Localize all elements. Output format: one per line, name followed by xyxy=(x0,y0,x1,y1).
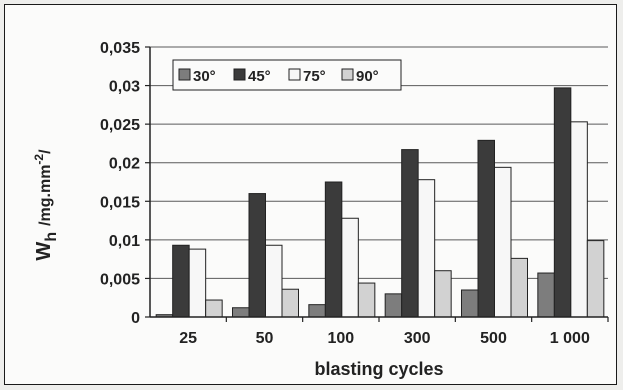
bar xyxy=(434,270,452,318)
bar xyxy=(417,179,436,318)
legend-label: 90° xyxy=(356,68,379,85)
y-tick-label: 0,005 xyxy=(100,271,140,288)
y-tick-label: 0 xyxy=(131,310,140,327)
bar-chart: 0 0,005 0,01 0,015 0,02 0,025 0,03 0,035 25 50 10… xyxy=(32,40,609,379)
legend-swatch xyxy=(233,68,246,81)
legend-label: 30° xyxy=(193,68,216,85)
bar xyxy=(477,139,495,318)
y-axis-title-sup: -2 xyxy=(32,154,46,165)
x-tick-label: 500 xyxy=(480,330,507,347)
bar xyxy=(188,248,207,318)
x-tick-label: 50 xyxy=(256,330,274,347)
legend-swatch xyxy=(178,68,191,81)
x-tick-label: 100 xyxy=(327,330,354,347)
y-axis-title-end: / xyxy=(37,149,54,154)
bar xyxy=(553,87,572,318)
legend-label: 75° xyxy=(303,68,326,85)
x-tick-label: 25 xyxy=(179,330,197,347)
x-tick-label: 300 xyxy=(404,330,431,347)
y-axis-title-main: W xyxy=(33,242,55,261)
bar xyxy=(205,299,223,318)
legend-swatch xyxy=(288,68,301,81)
legend-swatch xyxy=(341,68,354,81)
y-tick-label: 0,01 xyxy=(109,233,140,250)
bar xyxy=(586,240,605,318)
bar xyxy=(308,304,326,318)
y-tick-label: 0,025 xyxy=(100,117,140,134)
bar xyxy=(324,181,343,318)
bar xyxy=(232,307,250,318)
bar xyxy=(265,244,283,318)
y-axis-title-unit: /mg.mm xyxy=(37,165,54,226)
bar xyxy=(494,166,512,318)
y-tick-labels: 0 0,005 0,01 0,015 0,02 0,025 0,03 0,035 xyxy=(100,40,150,327)
bar xyxy=(384,293,403,318)
bar xyxy=(510,257,528,318)
bar xyxy=(461,289,479,318)
bar xyxy=(401,149,419,318)
y-tick-label: 0,02 xyxy=(109,156,140,173)
x-tick-labels: 25 50 100 300 500 1 000 xyxy=(179,317,609,347)
bar xyxy=(570,121,588,318)
bar xyxy=(537,272,555,318)
y-axis-title-sub: h xyxy=(43,232,60,242)
x-axis-title: blasting cycles xyxy=(314,359,443,379)
bar xyxy=(172,244,190,318)
bar xyxy=(341,217,359,318)
bars xyxy=(155,87,605,318)
bar xyxy=(281,288,299,318)
x-tick-label: 1 000 xyxy=(550,330,590,347)
bar xyxy=(357,282,376,318)
y-axis-title: Wh/mg.mm-2/ xyxy=(32,149,60,261)
y-tick-label: 0,035 xyxy=(100,40,140,57)
legend: 30° 45° 75° 90° xyxy=(172,59,402,91)
bar xyxy=(248,193,266,318)
y-tick-label: 0,03 xyxy=(109,79,140,96)
chart-frame: 0 0,005 0,01 0,015 0,02 0,025 0,03 0,035 25 50 10… xyxy=(4,4,617,385)
legend-label: 45° xyxy=(248,68,271,85)
legend-box xyxy=(172,59,402,91)
y-tick-label: 0,015 xyxy=(100,194,140,211)
